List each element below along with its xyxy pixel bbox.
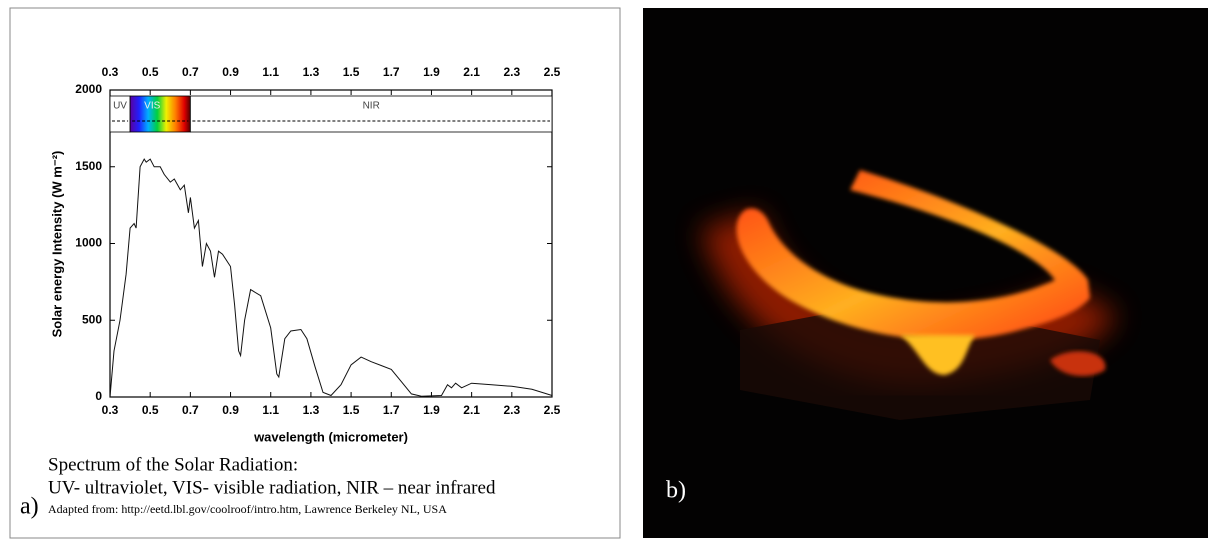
panel-label: a) xyxy=(20,494,39,520)
x-tick-label: 1.3 xyxy=(303,403,320,417)
x-tick-label-top: 1.7 xyxy=(383,65,400,79)
panel-label: b) xyxy=(666,478,686,504)
x-tick-label: 2.1 xyxy=(463,403,480,417)
y-tick-label: 2000 xyxy=(75,82,102,96)
x-tick-label-top: 0.9 xyxy=(222,65,239,79)
x-tick-label: 0.9 xyxy=(222,403,239,417)
x-tick-label: 2.3 xyxy=(503,403,520,417)
y-tick-label: 1000 xyxy=(75,236,102,250)
x-tick-label: 0.7 xyxy=(182,403,199,417)
band xyxy=(129,95,191,133)
caption-title: Spectrum of the Solar Radiation: xyxy=(48,454,298,475)
x-tick-label: 1.7 xyxy=(383,403,400,417)
x-tick-label-top: 1.3 xyxy=(303,65,320,79)
x-axis-label: wavelength (micrometer) xyxy=(253,429,408,444)
band-label: VIS xyxy=(144,101,160,112)
y-tick-label: 0 xyxy=(95,389,102,403)
band-label: UV xyxy=(113,101,127,112)
x-tick-label: 0.3 xyxy=(102,403,119,417)
x-tick-label: 2.5 xyxy=(544,403,561,417)
x-tick-label-top: 2.1 xyxy=(463,65,480,79)
caption-legend: UV- ultraviolet, VIS- visible radiation,… xyxy=(48,477,496,498)
x-tick-label-top: 1.9 xyxy=(423,65,440,79)
x-tick-label: 1.5 xyxy=(343,403,360,417)
y-axis-label: Solar energy Intensity (W m⁻²) xyxy=(49,151,64,338)
x-tick-label-top: 1.1 xyxy=(262,65,279,79)
x-tick-label: 1.9 xyxy=(423,403,440,417)
spectrum-line xyxy=(109,158,553,398)
x-tick-label-top: 0.5 xyxy=(142,65,159,79)
y-tick-label: 1500 xyxy=(75,159,102,173)
band xyxy=(189,95,553,133)
band-label: NIR xyxy=(363,101,380,112)
x-tick-label: 1.1 xyxy=(262,403,279,417)
caption-source: Adapted from: http://eetd.lbl.gov/coolro… xyxy=(48,502,447,516)
x-tick-label-top: 1.5 xyxy=(343,65,360,79)
y-tick-label: 500 xyxy=(82,312,102,326)
horseshoe-photo xyxy=(701,170,1117,420)
x-tick-label-top: 2.3 xyxy=(503,65,520,79)
x-tick-label-top: 0.3 xyxy=(102,65,119,79)
x-tick-label-top: 0.7 xyxy=(182,65,199,79)
x-tick-label-top: 2.5 xyxy=(544,65,561,79)
x-tick-label: 0.5 xyxy=(142,403,159,417)
